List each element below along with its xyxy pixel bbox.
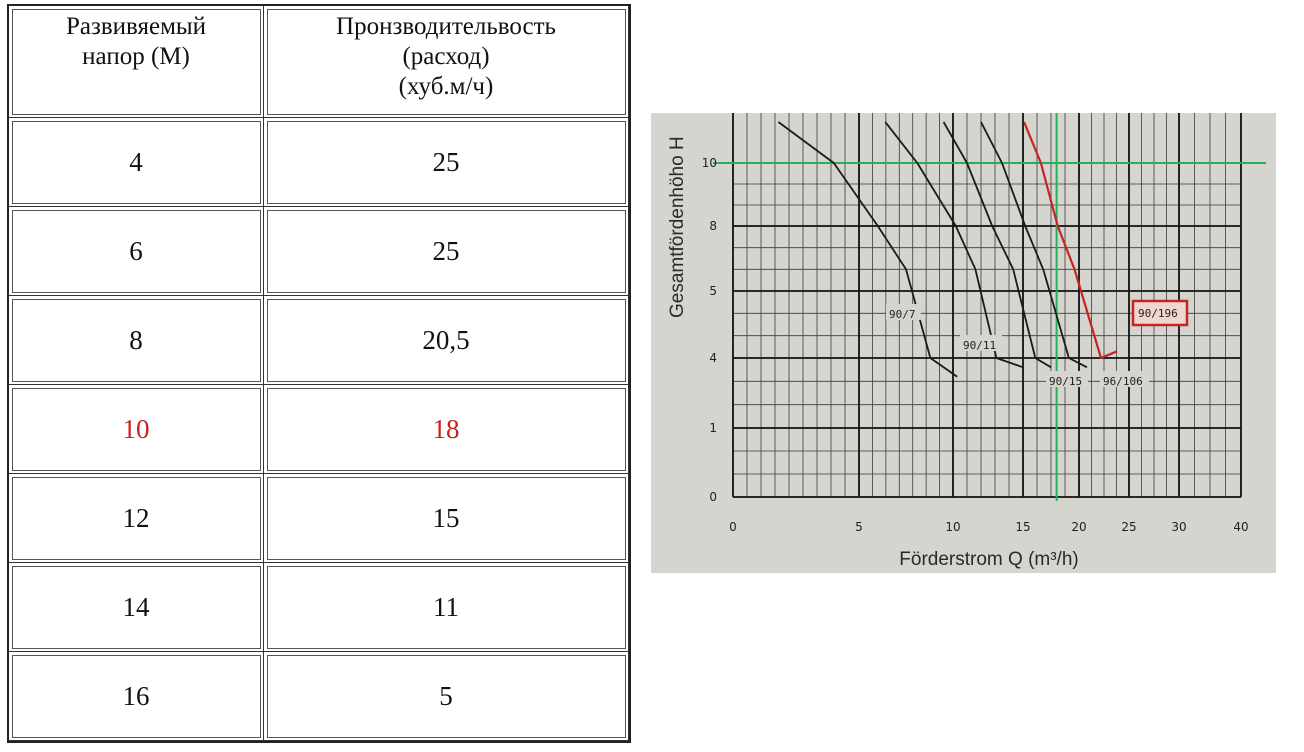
x-tick-label: 15 [1015, 520, 1030, 534]
y-tick-label: 10 [702, 156, 717, 170]
table-row-highlighted: 10 18 [9, 385, 629, 474]
curve-label: 90/15 [1049, 375, 1082, 388]
curve-label: 90/7 [889, 308, 916, 321]
flow-cell: 11 [264, 563, 629, 652]
table-row: 14 11 [9, 563, 629, 652]
x-tick-label: 0 [729, 520, 737, 534]
pump-curve [1023, 121, 1118, 360]
head-cell: 14 [9, 563, 264, 652]
curve-label: 96/106 [1103, 375, 1143, 388]
head-cell: 12 [9, 474, 264, 563]
flow-cell: 25 [264, 207, 629, 296]
curve-label: 90/11 [963, 339, 996, 352]
table-row: 4 25 [9, 118, 629, 207]
curve-label: 90/196 [1138, 307, 1178, 320]
flow-cell: 20,5 [264, 296, 629, 385]
head-header-line: напор (М) [82, 43, 190, 70]
curve-label-background [886, 304, 921, 320]
highlight-label-box [1131, 299, 1189, 327]
table-header-row: Развивяемый напор (М) Пронзводительвость… [9, 6, 629, 118]
flow-header-line: (хуб.м/ч) [398, 73, 494, 100]
flow-cell: 18 [264, 385, 629, 474]
flow-column-header: Пронзводительвость (расход) (хуб.м/ч) [264, 6, 629, 118]
flow-header-line: Пронзводительвость [336, 13, 556, 40]
y-tick-label: 4 [709, 351, 717, 365]
x-tick-label: 30 [1171, 520, 1186, 534]
head-cell: 10 [9, 385, 264, 474]
x-axis-title: Förderstrom Q (m³/h) [899, 549, 1078, 570]
x-tick-label: 5 [855, 520, 863, 534]
flow-cell: 5 [264, 652, 629, 741]
pump-curve-chart: 90/7 90/11 90/15 96/106 90/196 0 5 10 15 20 25 30 40… [651, 113, 1276, 573]
pump-curve [980, 121, 1088, 369]
head-cell: 16 [9, 652, 264, 741]
x-tick-label: 25 [1121, 520, 1136, 534]
head-cell: 8 [9, 296, 264, 385]
pump-curve [884, 121, 1024, 369]
y-tick-label: 5 [709, 284, 717, 298]
pump-data-table: Развивяемый напор (М) Пронзводительвость… [7, 4, 631, 743]
y-tick-label: 0 [709, 490, 717, 504]
x-tick-label: 40 [1233, 520, 1248, 534]
pump-curve [942, 121, 1052, 369]
flow-header-line: (расход) [402, 43, 490, 70]
table-row: 12 15 [9, 474, 629, 563]
table-row: 16 5 [9, 652, 629, 741]
y-axis-title: Gesamtfördenhöho H [667, 136, 688, 318]
table-row: 6 25 [9, 207, 629, 296]
pump-curve [777, 121, 958, 378]
curve-label-background [960, 335, 1002, 351]
flow-cell: 25 [264, 118, 629, 207]
x-tick-label: 20 [1071, 520, 1086, 534]
flow-cell: 15 [264, 474, 629, 563]
y-tick-label: 1 [709, 421, 717, 435]
head-cell: 6 [9, 207, 264, 296]
y-tick-label: 8 [709, 219, 717, 233]
table-row: 8 20,5 [9, 296, 629, 385]
curve-label-background [1046, 371, 1088, 387]
head-column-header: Развивяемый напор (М) [9, 6, 264, 118]
x-tick-label: 10 [945, 520, 960, 534]
curve-label-background [1100, 371, 1150, 387]
head-header-line: Развивяемый [65, 13, 207, 40]
head-cell: 4 [9, 118, 264, 207]
